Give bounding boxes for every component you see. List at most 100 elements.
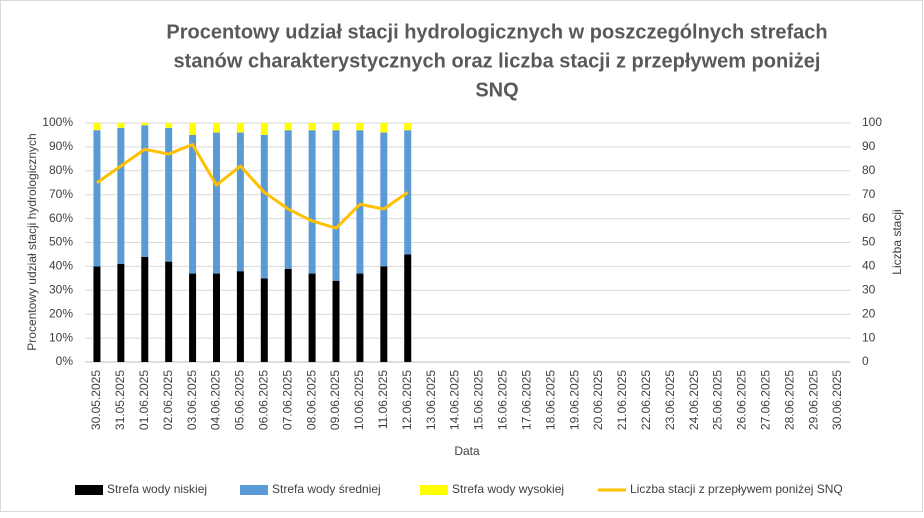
bar-segment <box>356 273 364 362</box>
y2-tick-label: 90 <box>862 139 876 153</box>
legend-swatch <box>420 485 448 495</box>
y-tick-label: 100% <box>42 115 73 129</box>
x-tick-label: 03.06.2025 <box>185 370 199 430</box>
x-tick-label: 23.06.2025 <box>663 370 677 430</box>
legend-label: Liczba stacji z przepływem poniżej SNQ <box>630 482 843 496</box>
bar-segment <box>189 123 197 135</box>
y2-tick-label: 30 <box>862 282 876 296</box>
y-tick-label: 0% <box>56 354 74 368</box>
y2-tick-label: 40 <box>862 259 876 273</box>
legend-swatch <box>240 485 268 495</box>
y2-tick-label: 100 <box>862 115 882 129</box>
legend-label: Strefa wody wysokiej <box>452 482 564 496</box>
y-tick-label: 10% <box>49 330 73 344</box>
y2-tick-label: 50 <box>862 235 876 249</box>
y-tick-label: 60% <box>49 211 73 225</box>
x-tick-label: 24.06.2025 <box>687 370 701 430</box>
y2-tick-label: 0 <box>862 354 869 368</box>
x-tick-label: 13.06.2025 <box>424 370 438 430</box>
bar-segment <box>165 261 173 362</box>
bar-segment <box>117 264 125 362</box>
x-tick-label: 26.06.2025 <box>735 370 749 430</box>
x-tick-label: 05.06.2025 <box>233 370 247 430</box>
y2-tick-label: 70 <box>862 187 876 201</box>
y-tick-label: 20% <box>49 306 73 320</box>
x-tick-label: 11.06.2025 <box>376 370 390 429</box>
bar-segment <box>189 134 197 274</box>
bar-segment <box>260 278 268 362</box>
x-tick-label: 10.06.2025 <box>352 370 366 430</box>
bar-segment <box>93 130 101 267</box>
bar-segment <box>260 134 268 279</box>
x-tick-label: 01.06.2025 <box>137 370 151 430</box>
bar-segment <box>165 127 173 262</box>
x-tick-label: 25.06.2025 <box>711 370 725 430</box>
bar-segment <box>380 266 388 362</box>
x-tick-label: 31.05.2025 <box>113 370 127 430</box>
bar-segment <box>404 123 412 131</box>
y2-tick-label: 80 <box>862 163 876 177</box>
x-axis-title: Data <box>454 444 480 458</box>
chart-title: stanów charakterystycznych oraz liczba s… <box>174 50 821 72</box>
x-tick-label: 28.06.2025 <box>782 370 796 430</box>
bar-segment <box>356 123 364 131</box>
bar-segment <box>141 125 149 257</box>
bar-segment <box>93 266 101 362</box>
bar-segment <box>212 273 220 362</box>
bar-segment <box>117 127 125 265</box>
bar-segment <box>236 132 244 272</box>
x-tick-label: 29.06.2025 <box>806 370 820 430</box>
bar-segment <box>236 123 244 133</box>
legend-label: Strefa wody średniej <box>272 482 381 496</box>
y2-axis-title: Liczba stacji <box>890 209 904 274</box>
bar-segment <box>332 280 340 362</box>
bar-segment <box>212 123 220 133</box>
bar-segment <box>356 130 364 274</box>
x-tick-label: 19.06.2025 <box>567 370 581 430</box>
chart-title: Procentowy udział stacji hydrologicznych… <box>166 21 827 43</box>
bar-segment <box>332 123 340 131</box>
x-tick-label: 06.06.2025 <box>256 370 270 430</box>
bar-segment <box>117 123 125 128</box>
y2-tick-label: 20 <box>862 306 876 320</box>
bar-segment <box>284 130 292 269</box>
y2-tick-label: 10 <box>862 330 876 344</box>
x-tick-label: 14.06.2025 <box>448 370 462 430</box>
y-tick-label: 50% <box>49 235 73 249</box>
y-axis-title: Procentowy udział stacji hydrologicznych <box>25 133 39 350</box>
x-tick-label: 22.06.2025 <box>639 370 653 430</box>
y-tick-label: 80% <box>49 163 73 177</box>
bar-segment <box>260 123 268 135</box>
bar-segment <box>141 123 149 126</box>
bar-segment <box>308 273 316 362</box>
bar-segment <box>212 132 220 274</box>
bar-segment <box>284 123 292 131</box>
x-tick-label: 18.06.2025 <box>543 370 557 430</box>
bar-segment <box>308 123 316 131</box>
x-tick-label: 30.05.2025 <box>89 370 103 430</box>
x-tick-label: 02.06.2025 <box>161 370 175 430</box>
legend-swatch <box>75 485 103 495</box>
x-tick-label: 07.06.2025 <box>280 370 294 430</box>
x-tick-label: 30.06.2025 <box>830 370 844 430</box>
bar-segment <box>332 130 340 281</box>
x-tick-label: 21.06.2025 <box>615 370 629 430</box>
x-tick-label: 09.06.2025 <box>328 370 342 430</box>
x-tick-label: 15.06.2025 <box>472 370 486 430</box>
legend-label: Strefa wody niskiej <box>107 482 207 496</box>
x-tick-label: 17.06.2025 <box>519 370 533 430</box>
bar-segment <box>165 123 173 128</box>
y-tick-label: 30% <box>49 282 73 296</box>
y-tick-label: 40% <box>49 259 73 273</box>
bar-segment <box>141 256 149 362</box>
bar-segment <box>93 123 101 131</box>
x-tick-label: 27.06.2025 <box>759 370 773 430</box>
x-tick-label: 08.06.2025 <box>304 370 318 430</box>
y-tick-label: 90% <box>49 139 73 153</box>
x-tick-label: 16.06.2025 <box>496 370 510 430</box>
y2-tick-label: 60 <box>862 211 876 225</box>
line <box>96 143 409 230</box>
bar-segment <box>380 123 388 133</box>
bar-segment <box>404 254 412 362</box>
